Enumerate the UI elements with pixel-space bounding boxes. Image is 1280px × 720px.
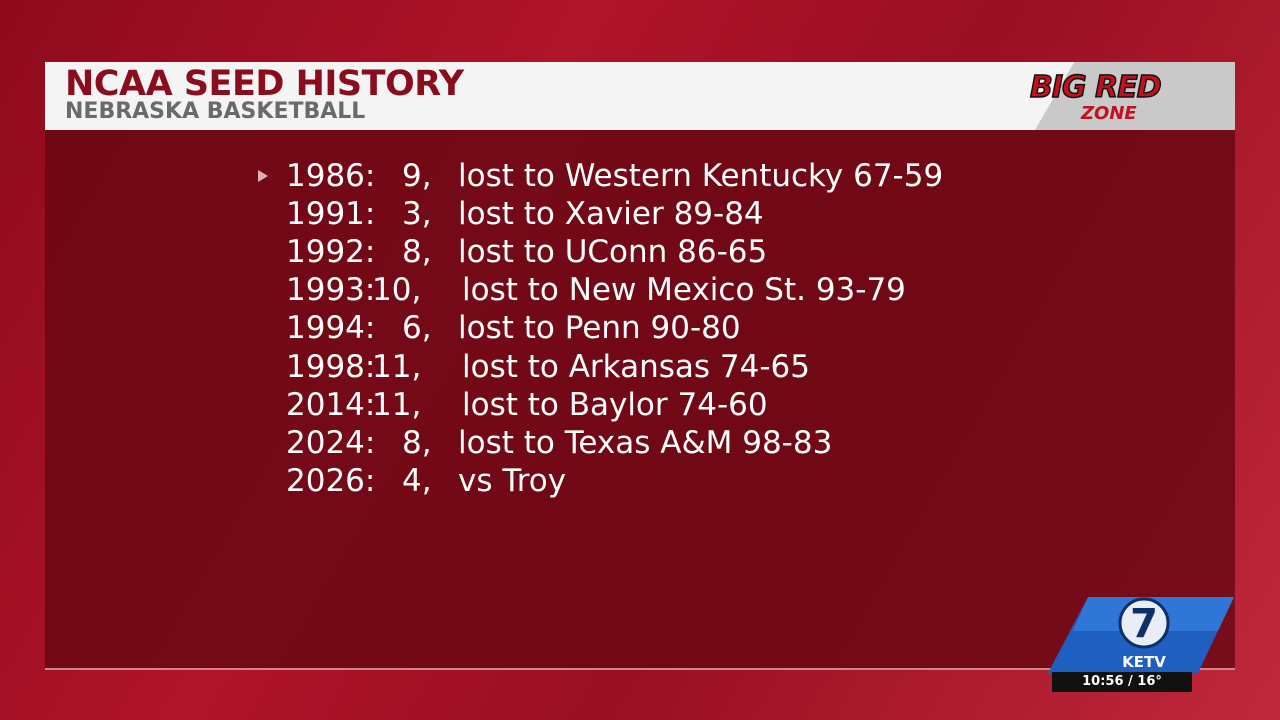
year: 1991: [286,196,376,233]
seed: 8, [402,234,432,271]
year: 1993: [286,272,376,309]
header-bar: NCAA SEED HISTORY NEBRASKA BASKETBALL BI… [45,62,1235,130]
station-bug: 7 KETV [1048,597,1234,673]
seed: 6, [402,310,432,347]
seed: 8, [402,424,432,461]
result: lost to Xavier 89-84 [458,196,764,233]
year: 2024: [286,424,376,461]
result: vs Troy [458,462,567,499]
seed-row: 1986: 9, lost to Western Kentucky 67-59 [0,158,1280,196]
seed: 11, [372,386,422,423]
seed-row: 2026: 4, vs Troy [0,463,1280,501]
seed: 3, [402,196,432,233]
bullet [258,170,268,182]
subtitle: NEBRASKA BASKETBALL [65,99,366,124]
logo-bottom: ZONE [1081,103,1137,124]
seed-row: 1994: 6, lost to Penn 90-80 [0,310,1280,348]
result: lost to Texas A&M 98-83 [458,424,833,461]
seed: 4, [402,462,432,499]
result: lost to New Mexico St. 93-79 [462,272,906,309]
seed-row: 2024: 8, lost to Texas A&M 98-83 [0,425,1280,463]
bug-circle [1118,597,1170,649]
year: 1994: [286,310,376,347]
result: lost to Arkansas 74-65 [462,348,810,385]
seed: 9, [402,158,432,194]
year: 1986: [286,158,376,194]
result: lost to Western Kentucky 67-59 [458,158,944,194]
year: 2014: [286,386,376,423]
seed-row: 2014: 11, lost to Baylor 74-60 [0,387,1280,425]
title: NCAA SEED HISTORY [65,64,464,104]
station-name: KETV [1122,653,1166,671]
seed-row: 1992: 8, lost to UConn 86-65 [0,234,1280,272]
channel: 7 [1130,601,1158,647]
time-temp: 10:56 / 16° [1052,672,1192,692]
seed: 10, [372,272,422,309]
year: 1992: [286,234,376,271]
seed-row: 1993: 10, lost to New Mexico St. 93-79 [0,272,1280,310]
result: lost to Penn 90-80 [458,310,741,347]
year: 2026: [286,462,376,499]
seed-row: 1998: 11, lost to Arkansas 74-65 [0,349,1280,387]
logo-top: BIG RED [1029,69,1162,106]
result: lost to Baylor 74-60 [462,386,768,423]
result: lost to UConn 86-65 [458,234,768,271]
seed: 11, [372,348,422,385]
year: 1998: [286,348,376,385]
content-panel [45,130,1235,670]
seed-row: 1991: 3, lost to Xavier 89-84 [0,196,1280,234]
